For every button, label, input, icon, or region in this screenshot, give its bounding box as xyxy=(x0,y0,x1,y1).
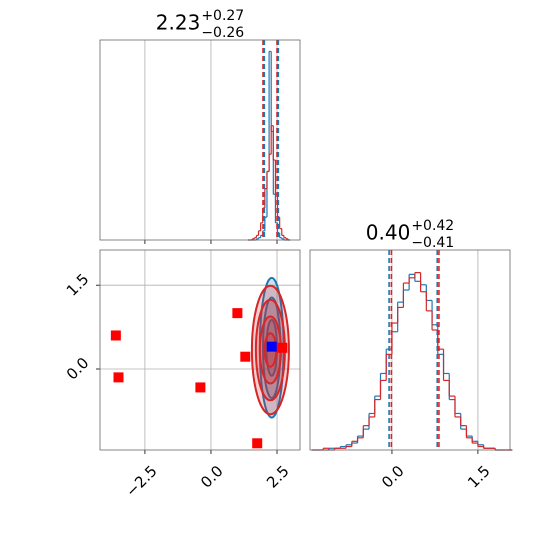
x-tick-label: 0.0 xyxy=(197,462,227,492)
marker xyxy=(266,341,277,352)
title-upper: +0.42 xyxy=(411,218,454,234)
marker xyxy=(240,351,251,362)
title-upper: +0.27 xyxy=(201,8,244,24)
x-tick-label: −2.5 xyxy=(122,462,160,500)
panel-frame xyxy=(310,250,510,450)
x-tick-label: 0.0 xyxy=(378,462,408,492)
marker xyxy=(195,382,206,393)
panel-border xyxy=(309,249,511,451)
panel-title: 0.40 xyxy=(366,221,411,245)
title-lower: −0.41 xyxy=(411,235,454,251)
panel-border xyxy=(99,249,301,451)
marker xyxy=(252,438,263,449)
marker xyxy=(232,308,243,319)
panel-frame xyxy=(100,40,300,240)
title-lower: −0.26 xyxy=(201,25,244,41)
x-tick-label: 1.5 xyxy=(464,462,494,492)
y-tick-label: 1.5 xyxy=(63,270,93,300)
panel-border xyxy=(99,39,301,241)
y-tick-label: 0.0 xyxy=(63,354,93,384)
panel-title: 2.23 xyxy=(156,11,201,35)
x-tick-label: 2.5 xyxy=(263,462,293,492)
marker xyxy=(110,330,121,341)
marker xyxy=(113,372,124,383)
marker xyxy=(277,342,288,353)
